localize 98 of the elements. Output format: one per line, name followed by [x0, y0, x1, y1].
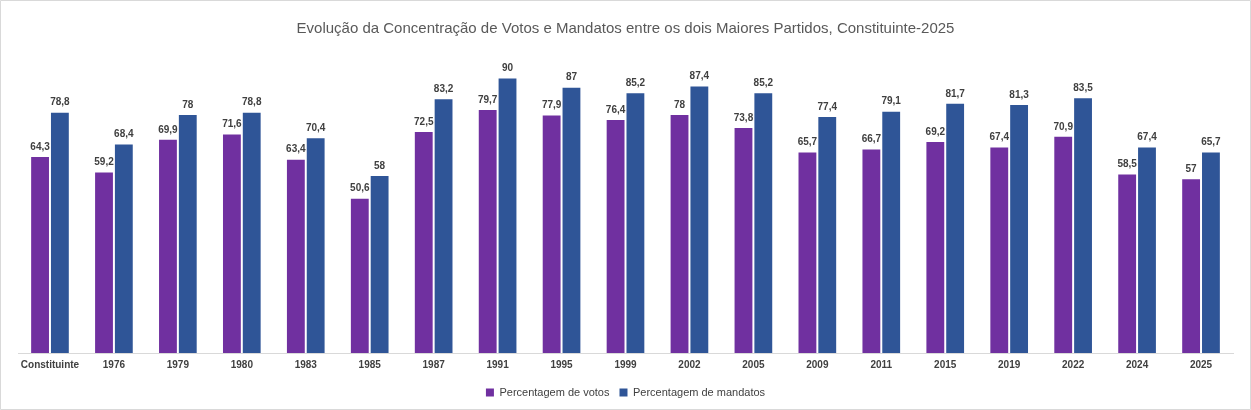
- data-label: 73,8: [733, 111, 754, 123]
- bar: [159, 139, 177, 353]
- data-label: 77,4: [817, 100, 838, 112]
- data-label: 59,2: [94, 156, 115, 168]
- data-label: 72,5: [414, 115, 434, 127]
- bar: [670, 115, 689, 353]
- data-label: 83,5: [1073, 82, 1094, 94]
- bar: [946, 103, 965, 353]
- data-label: 76,4: [605, 103, 626, 115]
- bar: [1074, 98, 1092, 353]
- data-label: 58,5: [1117, 158, 1138, 170]
- bar: [414, 131, 433, 353]
- bar: [990, 147, 1009, 353]
- data-label: 81,3: [1009, 88, 1030, 100]
- bar: [178, 115, 197, 353]
- data-label: 87: [565, 71, 578, 83]
- x-tick-label: 1979: [166, 358, 190, 370]
- bar: [434, 99, 453, 353]
- bar: [370, 176, 389, 353]
- data-label: 85,2: [753, 76, 774, 88]
- x-tick-label: 2025: [1189, 358, 1213, 370]
- data-label: 79,1: [881, 95, 902, 107]
- legend-label: Percentagem de votos: [499, 385, 610, 398]
- data-label: 68,4: [114, 128, 134, 140]
- bar: [542, 115, 561, 353]
- bar: [734, 127, 753, 353]
- data-label: 78: [182, 98, 194, 110]
- data-label: 65,7: [1201, 136, 1222, 148]
- data-label: 69,2: [925, 125, 946, 137]
- x-tick-label: 1999: [614, 358, 638, 370]
- bar: [562, 87, 581, 353]
- data-label: 85,2: [625, 76, 646, 88]
- bar: [882, 111, 901, 353]
- bar: [606, 119, 625, 353]
- bar: [1054, 136, 1073, 353]
- x-tick-label: 2022: [1062, 358, 1085, 370]
- bar: [242, 112, 261, 353]
- bar: [1010, 105, 1029, 353]
- data-label: 83,2: [433, 82, 454, 94]
- bar: [818, 116, 837, 353]
- data-label: 67,4: [989, 131, 1010, 143]
- bar: [926, 141, 945, 353]
- data-label: 78,8: [50, 96, 71, 108]
- x-tick-label: 1980: [230, 358, 254, 370]
- bar: [50, 112, 69, 353]
- bar: [114, 144, 133, 353]
- bar: [626, 93, 645, 353]
- bar: [498, 78, 517, 353]
- x-tick-label: 2002: [678, 358, 702, 370]
- x-tick-label: 2009: [806, 358, 829, 370]
- x-tick-label: 1985: [358, 358, 382, 370]
- bar: [286, 159, 305, 353]
- bar: [95, 172, 113, 353]
- data-label: 77,9: [541, 99, 562, 111]
- bar: [1182, 179, 1201, 353]
- data-label: 65,7: [797, 136, 818, 148]
- x-tick-label: 1983: [294, 358, 318, 370]
- bar: [754, 93, 773, 353]
- data-label: 67,4: [1137, 131, 1158, 143]
- x-tick-label: 2005: [742, 358, 765, 370]
- bar: [862, 149, 881, 353]
- x-tick-label: 1987: [422, 358, 446, 370]
- data-label: 66,7: [861, 133, 882, 145]
- bar: [1138, 147, 1156, 353]
- bar: [798, 152, 817, 353]
- data-label: 64,3: [30, 140, 51, 152]
- data-label: 50,6: [350, 182, 370, 194]
- data-label: 90: [501, 62, 514, 74]
- data-label: 70,4: [305, 122, 326, 134]
- x-tick-label: 1995: [550, 358, 574, 370]
- bar: [222, 134, 241, 353]
- x-tick-label: Constituinte: [20, 358, 80, 370]
- bar: [31, 156, 49, 353]
- bar: [1202, 152, 1220, 353]
- bar: [1118, 174, 1137, 353]
- x-tick-label: 2019: [998, 358, 1021, 370]
- x-tick-label: 1991: [486, 358, 510, 370]
- x-tick-label: 2024: [1125, 358, 1149, 370]
- data-label: 79,7: [477, 93, 498, 105]
- data-label: 58: [374, 159, 386, 171]
- bar: [478, 109, 497, 353]
- legend-label: Percentagem de mandatos: [632, 385, 766, 398]
- data-label: 63,4: [286, 143, 307, 155]
- bar: [690, 86, 709, 353]
- x-tick-label: 1976: [102, 358, 126, 370]
- data-label: 70,9: [1053, 120, 1074, 132]
- bar: [306, 138, 325, 353]
- data-label: 81,7: [945, 87, 966, 99]
- bar: [350, 198, 369, 353]
- data-label: 78: [673, 98, 686, 110]
- data-label: 87,4: [689, 70, 710, 82]
- data-label: 71,6: [222, 118, 243, 130]
- x-tick-label: 2015: [934, 358, 957, 370]
- chart-title: Evolução da Concentração de Votos e Mandatos entre os dois Maiores Partidos, Constituinte-2025: [296, 19, 955, 37]
- data-label: 57: [1185, 162, 1198, 174]
- data-label: 69,9: [158, 123, 179, 135]
- x-tick-label: 2011: [870, 358, 893, 370]
- data-label: 78,8: [241, 96, 262, 108]
